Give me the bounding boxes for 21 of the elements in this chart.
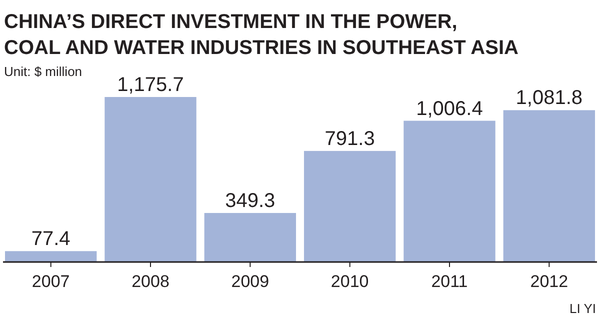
bar [503,110,596,262]
x-tick-label: 2009 [231,272,270,291]
x-tick-label: 2012 [530,272,568,291]
data-label: 1,006.4 [416,98,483,120]
x-tick-label: 2008 [132,272,170,291]
text: LI YI [569,301,596,316]
data-label: 77.4 [31,228,70,250]
x-tick-label: 2007 [32,272,70,291]
bar [104,97,196,262]
x-tick-label: 2011 [431,272,468,291]
x-tick-label: 2010 [330,272,369,291]
bar [204,212,296,262]
data-label: 349.3 [225,190,276,212]
chart-title: CHINA’S DIRECT INVESTMENT IN THE POWER, COAL AND WATER INDUSTRIES IN SOUTHEAST ASIA [4,11,518,59]
bar [4,251,97,262]
data-label: 1,175.7 [117,74,184,96]
chart-subtitle: Unit: $ million [4,64,82,79]
bar [404,120,496,262]
bar [304,150,396,262]
data-label: 1,081.8 [516,87,583,110]
data-label: 791.3 [324,128,375,150]
